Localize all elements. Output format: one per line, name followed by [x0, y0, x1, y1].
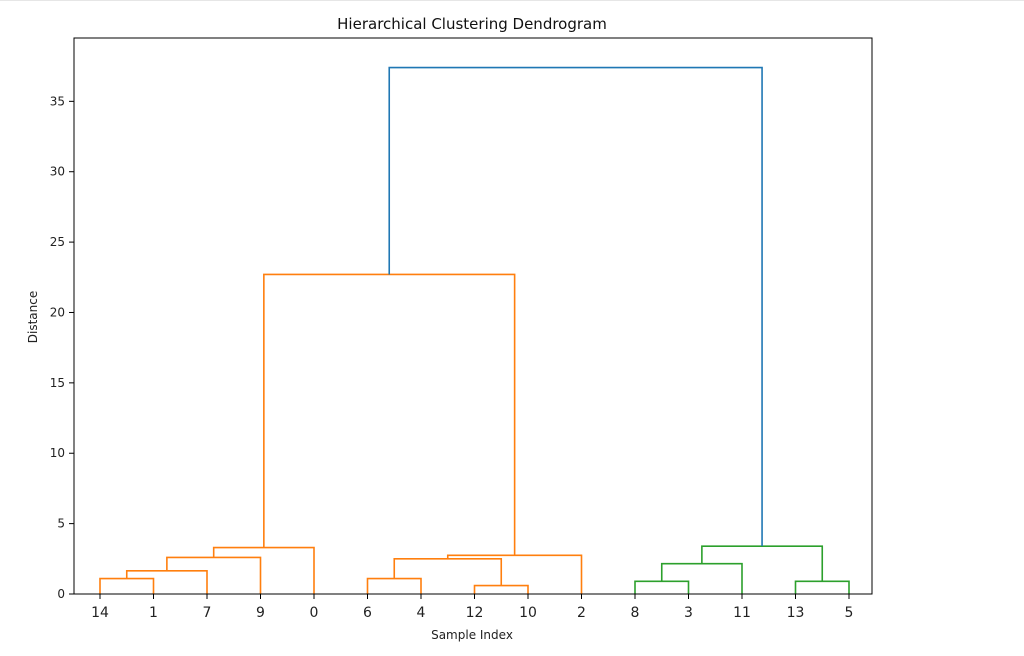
x-tick-label: 12 [466, 605, 484, 621]
y-tick-label: 35 [50, 94, 65, 108]
x-axis-label: Sample Index [431, 628, 513, 642]
y-axis: 0 5 10 15 20 25 30 35 [50, 94, 74, 601]
dendrogram-link [366, 577, 422, 594]
dendrogram-link [166, 556, 262, 594]
x-tick-label: 2 [577, 605, 586, 621]
dendrogram-link [388, 66, 763, 547]
dendrogram-link [794, 580, 850, 594]
dendrogram-link [446, 554, 583, 594]
y-axis-label: Distance [26, 291, 40, 343]
x-tick-label: 4 [417, 605, 426, 621]
top-divider [0, 0, 1024, 1]
dendrogram-link [634, 580, 690, 594]
dendrogram-link [393, 558, 503, 586]
x-tick-label: 3 [684, 605, 693, 621]
dendrogram-link [660, 562, 743, 594]
x-tick-label: 10 [519, 605, 537, 621]
y-tick-label: 15 [50, 376, 65, 390]
x-tick-label: 14 [91, 605, 109, 621]
dendrogram-link [212, 546, 315, 594]
y-tick-label: 30 [50, 165, 65, 179]
x-tick-label: 1 [149, 605, 158, 621]
y-tick-label: 20 [50, 305, 65, 319]
x-tick-label: 5 [845, 605, 854, 621]
x-tick-label: 0 [310, 605, 319, 621]
dendrogram-link [263, 273, 516, 556]
x-tick-label: 6 [363, 605, 372, 621]
dendrogram-link [473, 584, 529, 594]
y-tick-label: 0 [57, 587, 65, 601]
dendrogram-links [99, 66, 850, 594]
y-tick-label: 5 [57, 517, 65, 531]
plot-frame [73, 37, 873, 595]
dendrogram-link [125, 569, 208, 594]
dendrogram-link [99, 577, 155, 594]
x-axis: 14 1 7 9 0 6 4 12 10 2 8 3 11 13 5 [91, 594, 853, 621]
x-tick-label: 13 [787, 605, 805, 621]
y-tick-label: 25 [50, 235, 65, 249]
chart-title: Hierarchical Clustering Dendrogram [337, 15, 607, 33]
x-tick-label: 11 [733, 605, 751, 621]
x-tick-label: 9 [256, 605, 265, 621]
x-tick-label: 8 [631, 605, 640, 621]
dendrogram-link [701, 545, 824, 582]
y-tick-label: 10 [50, 446, 65, 460]
x-tick-label: 7 [203, 605, 212, 621]
